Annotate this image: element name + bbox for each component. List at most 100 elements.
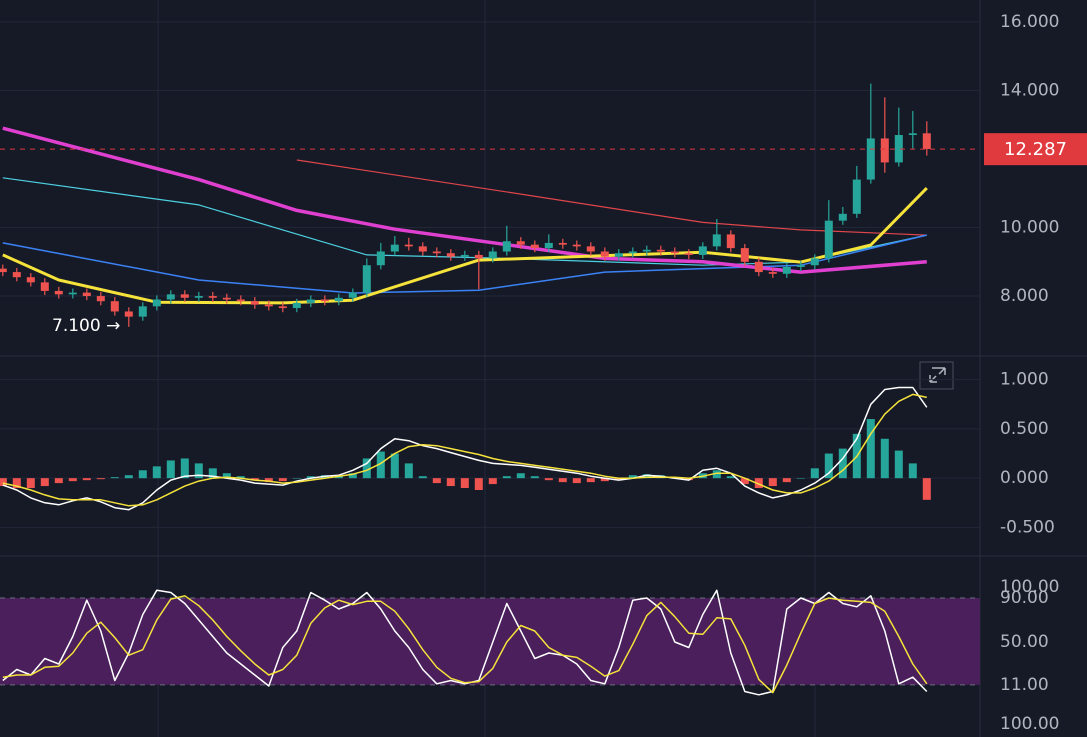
y-tick-label: 0.000 xyxy=(1000,468,1049,488)
macd-bar xyxy=(544,478,553,481)
macd-bar xyxy=(334,476,343,479)
candle-body xyxy=(124,311,133,317)
macd-bar xyxy=(278,478,287,482)
expand-icon xyxy=(929,367,946,383)
y-tick-label: 1.000 xyxy=(1000,370,1049,390)
candle-body xyxy=(782,266,791,274)
candle-body xyxy=(390,244,399,252)
macd-bar xyxy=(250,478,259,481)
candle-body xyxy=(656,249,665,252)
macd-bar xyxy=(40,478,49,487)
macd-bar xyxy=(474,478,483,490)
macd-bar xyxy=(838,448,847,479)
macd-bar xyxy=(446,478,455,487)
candle-body xyxy=(82,292,91,297)
macd-bar xyxy=(432,478,441,484)
macd-bar xyxy=(138,470,147,479)
macd-bar xyxy=(264,478,273,483)
candle-body xyxy=(432,251,441,254)
y-tick-label: 10.000 xyxy=(1000,218,1059,238)
candle-body xyxy=(418,246,427,252)
candle-body xyxy=(446,253,455,257)
macd-bar xyxy=(306,476,315,479)
macd-bar xyxy=(642,474,651,479)
candle-body xyxy=(530,244,539,249)
macd-bar xyxy=(166,460,175,479)
macd-bar xyxy=(194,463,203,479)
y-tick-label: 100.00 xyxy=(1000,577,1059,597)
candle-body xyxy=(54,290,63,295)
macd-bar xyxy=(866,419,875,479)
candle-body xyxy=(642,249,651,252)
macd-bar xyxy=(614,478,623,481)
plot-area xyxy=(0,21,980,696)
indicator-line xyxy=(2,386,928,511)
macd-bar xyxy=(236,476,245,479)
candle-body xyxy=(488,251,497,259)
macd-bar xyxy=(376,451,385,479)
macd-bar xyxy=(180,458,189,479)
indicator-line xyxy=(2,393,927,507)
candle-body xyxy=(614,253,623,257)
macd-bar xyxy=(152,466,161,479)
macd-bar xyxy=(390,453,399,479)
candle-body xyxy=(558,242,567,245)
candle-body xyxy=(264,304,273,307)
indicator-line xyxy=(296,159,927,236)
price-label-box xyxy=(984,133,1087,166)
macd-bar xyxy=(824,453,833,479)
macd-bar xyxy=(516,473,525,479)
y-tick-label: 0.500 xyxy=(1000,419,1049,439)
price-label: 12.287 xyxy=(1004,139,1067,160)
candle-body xyxy=(166,294,175,300)
macd-bar xyxy=(712,470,721,479)
candle-body xyxy=(880,138,889,163)
macd-bar xyxy=(922,478,931,500)
candle-body xyxy=(194,296,203,298)
candle-body xyxy=(768,272,777,274)
macd-bar xyxy=(82,478,91,481)
candle-body xyxy=(600,251,609,257)
candle-body xyxy=(68,292,77,295)
candle-body xyxy=(348,292,357,298)
candle-body xyxy=(460,254,469,257)
y-tick-label: -0.500 xyxy=(1000,517,1055,537)
macd-bar xyxy=(600,478,609,482)
candle-body xyxy=(0,268,7,273)
y-tick-label: 100.00 xyxy=(1000,714,1059,734)
candle-body xyxy=(852,179,861,214)
macd-bar xyxy=(530,476,539,479)
candle-body xyxy=(824,220,833,259)
candle-body xyxy=(40,282,49,291)
macd-bar xyxy=(54,478,63,484)
macd-bar xyxy=(754,478,763,489)
macd-bar xyxy=(726,476,735,479)
y-tick-label: 16.000 xyxy=(1000,12,1059,32)
candle-body xyxy=(26,277,35,283)
annotation: 7.100 → xyxy=(52,316,120,336)
candle-body xyxy=(404,244,413,247)
candle-body xyxy=(502,241,511,252)
candle-body xyxy=(110,301,119,312)
macd-bar xyxy=(0,478,7,487)
candle-body xyxy=(250,301,259,305)
macd-bar xyxy=(12,478,21,489)
macd-bar xyxy=(558,478,567,483)
macd-bar xyxy=(292,478,301,479)
candle-body xyxy=(362,265,371,293)
y-tick-label: 90.00 xyxy=(1000,588,1049,608)
candle-body xyxy=(698,246,707,255)
candle-body xyxy=(474,254,483,259)
macd-bar xyxy=(908,463,917,479)
candle-body xyxy=(866,138,875,180)
candle-body xyxy=(712,234,721,247)
macd-bar xyxy=(460,478,469,489)
candle-body xyxy=(222,297,231,300)
y-tick-label: 14.000 xyxy=(1000,80,1059,100)
candle-body xyxy=(208,296,217,298)
macd-bar xyxy=(488,478,497,485)
y-tick-label: 8.000 xyxy=(1000,286,1049,306)
expand-button[interactable] xyxy=(919,361,954,390)
candle-body xyxy=(544,242,553,249)
candle-body xyxy=(754,261,763,273)
